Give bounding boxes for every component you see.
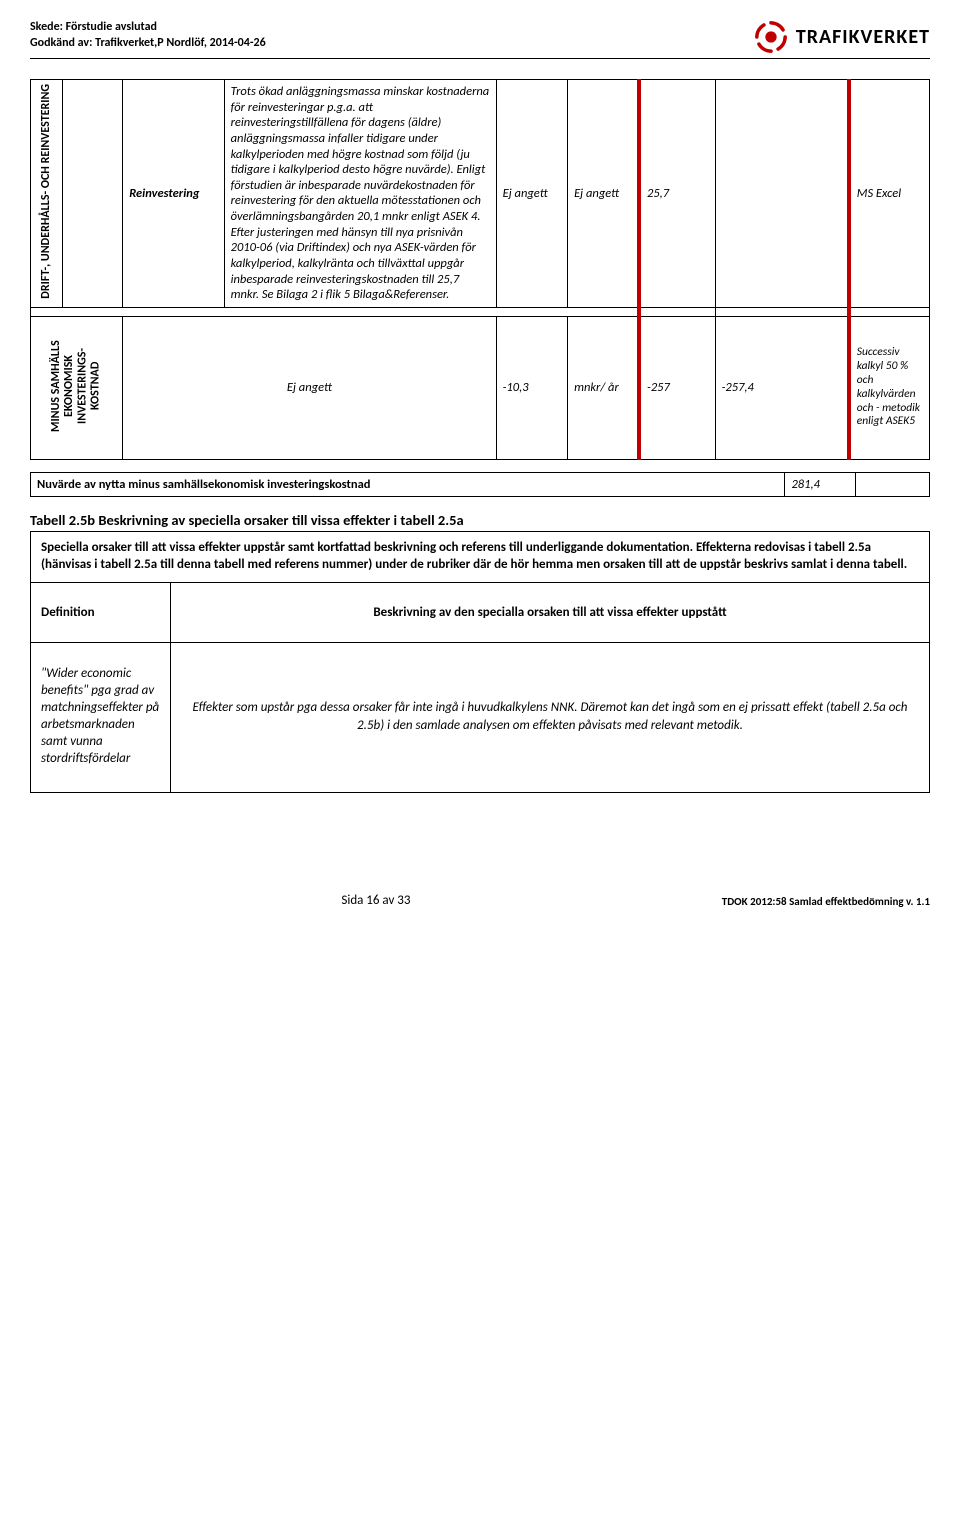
val-c5: MS Excel xyxy=(849,80,930,308)
page-header: Skede: Förstudie avslutad Godkänd av: Tr… xyxy=(30,20,930,59)
minus-v1: -10,3 xyxy=(496,316,567,459)
description-cell: Trots ökad anläggningsmassa minskar kost… xyxy=(224,80,496,308)
header-line1: Skede: Förstudie avslutad xyxy=(30,20,266,36)
val-c3: 25,7 xyxy=(639,80,715,308)
t25b-title: Tabell 2.5b Beskrivning av speciella ors… xyxy=(30,511,930,529)
t25b-body: Effekter som upstår pga dessa orsaker få… xyxy=(171,642,930,792)
nnv-empty xyxy=(855,472,929,496)
nnv-row: Nuvärde av nytta minus samhällsekonomisk… xyxy=(31,472,930,496)
val-c4 xyxy=(715,80,849,308)
brand-name: TRAFIKVERKET xyxy=(796,25,930,49)
minus-v5: Successiv kalkyl 50 % och kalkylvärden o… xyxy=(849,316,930,459)
vert-label-drift: DRIFT-, UNDERHÅLLS- OCH REINVESTERING xyxy=(31,80,63,308)
trafikverket-icon xyxy=(754,20,788,54)
val-c2: Ej angett xyxy=(568,80,639,308)
header-meta: Skede: Förstudie avslutad Godkänd av: Tr… xyxy=(30,20,266,51)
minus-row: MINUS SAMHÄLLS EKONOMISK INVESTERINGS- K… xyxy=(31,316,930,459)
separator-row xyxy=(31,307,930,316)
minus-v4: -257,4 xyxy=(715,316,849,459)
nnv-value: 281,4 xyxy=(785,472,855,496)
footer-page: Sida 16 av 33 xyxy=(341,893,410,908)
brand-logo: TRAFIKVERKET xyxy=(754,20,930,54)
t25b-intro: Speciella orsaker till att vissa effekte… xyxy=(31,531,930,582)
nnv-table: Nuvärde av nytta minus samhällsekonomisk… xyxy=(30,472,930,497)
minus-v2: mnkr/ år xyxy=(568,316,639,459)
val-c1: Ej angett xyxy=(496,80,567,308)
t25b-side: "Wider economic benefits" pga grad av ma… xyxy=(31,642,171,792)
nnv-label: Nuvärde av nytta minus samhällsekonomisk… xyxy=(31,472,785,496)
minus-v3: -257 xyxy=(639,316,715,459)
t25b-desc-head: Beskrivning av den specialla orsaken til… xyxy=(171,582,930,642)
minus-desc: Ej angett xyxy=(123,316,496,459)
footer-doc: TDOK 2012:58 Samlad effektbedömning v. 1… xyxy=(722,895,930,908)
page-footer: Sida 16 av 33 TDOK 2012:58 Samlad effekt… xyxy=(30,893,930,908)
empty-cell xyxy=(63,80,123,308)
category-cell: Reinvestering xyxy=(123,80,224,308)
reinvest-row: DRIFT-, UNDERHÅLLS- OCH REINVESTERING Re… xyxy=(31,80,930,308)
header-line2: Godkänd av: Trafikverket,P Nordlöf, 2014… xyxy=(30,36,266,52)
effects-table: DRIFT-, UNDERHÅLLS- OCH REINVESTERING Re… xyxy=(30,79,930,460)
t25b-table: Speciella orsaker till att vissa effekte… xyxy=(30,531,930,793)
vert-label-minus: MINUS SAMHÄLLS EKONOMISK INVESTERINGS- K… xyxy=(31,316,123,459)
t25b-def-head: Definition xyxy=(31,582,171,642)
